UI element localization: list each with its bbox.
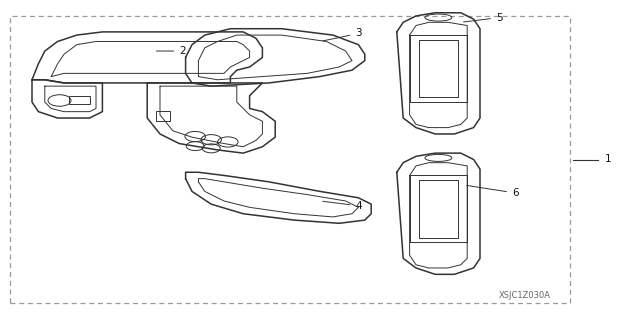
Text: 1: 1 xyxy=(605,154,611,165)
Text: 5: 5 xyxy=(463,12,502,23)
Text: 3: 3 xyxy=(323,28,362,41)
Text: XSJC1Z030A: XSJC1Z030A xyxy=(499,291,550,300)
Text: 4: 4 xyxy=(323,201,362,211)
Text: 2: 2 xyxy=(156,46,186,56)
Text: 6: 6 xyxy=(467,185,518,198)
